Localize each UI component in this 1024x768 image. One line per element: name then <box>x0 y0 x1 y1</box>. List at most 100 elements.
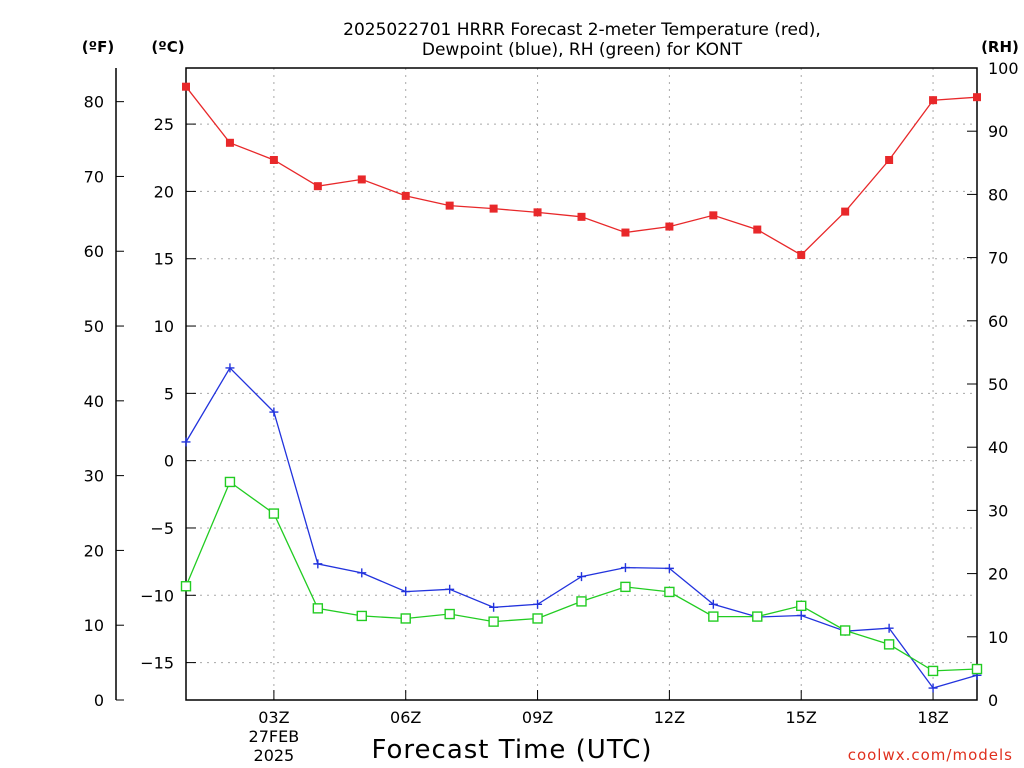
data-point <box>796 600 807 612</box>
series-line <box>185 86 978 256</box>
x-tick-label: 09Z <box>522 708 553 727</box>
data-point <box>577 572 586 582</box>
data-point <box>269 407 279 417</box>
data-series <box>180 82 983 693</box>
credit-text: coolwx.com/models <box>848 746 1013 764</box>
rh-tick-label: 80 <box>988 185 1008 204</box>
grid-lines <box>186 68 977 700</box>
fahrenheit-tick-label: 20 <box>84 541 104 560</box>
data-point <box>929 96 938 105</box>
rh-tick-label: 0 <box>988 691 998 710</box>
data-point <box>312 603 324 614</box>
rh-tick-label: 100 <box>988 59 1019 78</box>
data-point <box>928 683 938 693</box>
data-point <box>489 602 499 612</box>
rh-tick-label: 30 <box>988 501 1008 520</box>
data-point <box>445 584 455 594</box>
fahrenheit-tick-label: 10 <box>84 616 104 635</box>
rh-tick-label: 20 <box>988 565 1008 584</box>
data-point <box>753 225 762 234</box>
data-point <box>356 610 367 622</box>
rh-tick-label: 10 <box>988 628 1008 647</box>
data-point <box>400 613 411 624</box>
x-tick-sublabel: 27FEB <box>249 727 300 746</box>
fahrenheit-tick-label: 50 <box>84 317 104 336</box>
data-point <box>884 623 894 633</box>
data-point <box>268 508 280 519</box>
chart-title-line-1: 2025022701 HRRR Forecast 2-meter Tempera… <box>343 20 821 40</box>
fahrenheit-tick-label: 80 <box>84 93 104 112</box>
fahrenheit-axis-unit: (ºF) <box>82 38 114 56</box>
data-point <box>708 611 719 622</box>
data-point <box>576 596 587 607</box>
data-point <box>313 559 323 569</box>
data-point <box>577 212 586 221</box>
data-point <box>444 608 455 620</box>
data-point <box>445 201 454 210</box>
data-point <box>883 639 895 650</box>
celsius-tick-label: 20 <box>154 182 174 201</box>
data-point <box>269 155 278 164</box>
fahrenheit-tick-label: 70 <box>84 167 104 186</box>
data-point <box>665 222 674 231</box>
data-point <box>796 610 806 620</box>
data-point <box>664 586 675 598</box>
x-tick-label: 03Z <box>258 708 289 727</box>
fahrenheit-tick-label: 60 <box>84 242 104 261</box>
data-point <box>533 208 542 217</box>
fahrenheit-tick-label: 40 <box>84 392 104 411</box>
data-point <box>532 613 543 624</box>
rh-axis-unit: (RH) <box>981 38 1019 56</box>
x-axis-label: Forecast Time (UTC) <box>371 735 652 765</box>
x-tick-label: 06Z <box>390 708 421 727</box>
data-point <box>489 204 498 213</box>
data-point <box>620 563 630 573</box>
x-tick-label: 12Z <box>654 708 685 727</box>
celsius-tick-label: 0 <box>164 452 174 471</box>
series-0 <box>182 82 981 259</box>
data-point <box>621 228 630 237</box>
data-point <box>357 568 367 578</box>
chart-title-line-2: Dewpoint (blue), RH (green) for KONT <box>422 40 743 60</box>
data-point <box>225 138 234 147</box>
data-point <box>797 250 806 259</box>
data-point <box>313 182 322 191</box>
celsius-tick-label: −15 <box>140 654 174 673</box>
data-point <box>401 587 411 597</box>
rh-tick-label: 60 <box>988 312 1008 331</box>
data-point <box>927 665 939 677</box>
data-point <box>225 363 235 373</box>
data-point <box>752 611 763 622</box>
celsius-tick-label: 15 <box>154 250 174 269</box>
rh-tick-label: 90 <box>988 122 1008 141</box>
data-point <box>401 191 410 200</box>
data-point <box>357 175 366 184</box>
data-point <box>973 93 981 102</box>
data-point <box>488 616 499 627</box>
data-point <box>971 663 983 675</box>
data-point <box>708 599 718 609</box>
x-tick-sublabel: 2025 <box>254 746 295 765</box>
x-tick-label: 18Z <box>917 708 948 727</box>
celsius-axis-unit: (ºC) <box>151 38 184 56</box>
data-point <box>709 211 718 220</box>
axes <box>115 67 978 701</box>
celsius-tick-label: −5 <box>150 519 174 538</box>
x-tick-label: 15Z <box>786 708 817 727</box>
celsius-tick-label: −10 <box>140 586 174 605</box>
data-point <box>885 155 894 164</box>
data-point <box>182 82 190 91</box>
plot-frame <box>185 67 978 701</box>
data-point <box>620 581 631 593</box>
rh-tick-label: 70 <box>988 249 1008 268</box>
fahrenheit-tick-label: 0 <box>94 691 104 710</box>
series-1 <box>181 363 982 693</box>
data-point <box>180 581 192 592</box>
series-2 <box>180 476 983 677</box>
data-point <box>841 207 850 216</box>
data-point <box>839 625 851 636</box>
celsius-tick-label: 25 <box>154 115 174 134</box>
rh-tick-label: 40 <box>988 438 1008 457</box>
